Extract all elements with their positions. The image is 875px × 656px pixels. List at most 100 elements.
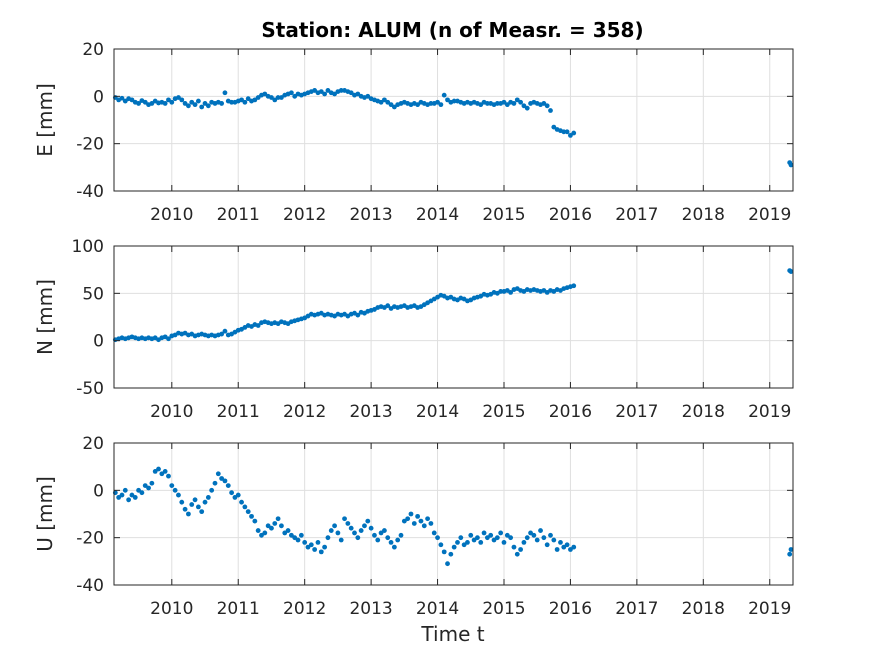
x-tick-label: 2010: [150, 599, 193, 619]
data-point: [192, 497, 198, 503]
data-point: [541, 535, 547, 541]
x-tick-label: 2018: [682, 402, 725, 422]
x-tick-label: 2015: [482, 599, 525, 619]
panel-2: 2010 2011 2012 2013 2014 2015 2016 2017 2018 2019…: [33, 237, 794, 422]
x-tick-label: 2018: [682, 205, 725, 225]
x-tick-label: 2014: [416, 599, 459, 619]
data-point: [544, 542, 550, 548]
data-point: [242, 504, 248, 510]
data-point: [421, 523, 427, 529]
data-point: [568, 547, 573, 552]
data-point: [166, 473, 171, 479]
data-point: [571, 544, 577, 550]
data-point: [528, 530, 533, 536]
data-point: [255, 323, 261, 328]
data-point: [468, 532, 474, 538]
data-point: [554, 547, 560, 552]
data-point: [391, 544, 397, 550]
data-point: [411, 521, 417, 526]
data-point: [312, 88, 318, 93]
data-point: [787, 551, 793, 557]
panel-3: 2010 2011 2012 2013 2014 2015 2016 2017 2018 2019…: [33, 434, 794, 619]
data-point: [438, 102, 444, 108]
data-point: [372, 532, 377, 538]
data-point: [302, 540, 308, 545]
data-point: [209, 487, 215, 493]
data-point: [418, 518, 424, 524]
data-point: [391, 104, 397, 110]
data-point: [521, 540, 527, 545]
axes-box: [113, 48, 794, 192]
x-tick-label: 2019: [748, 402, 791, 422]
data-point: [568, 132, 573, 138]
y-axis-label: E [mm]: [33, 83, 57, 157]
data-point: [415, 102, 421, 108]
data-point: [225, 483, 231, 488]
data-point: [142, 483, 148, 488]
data-point: [272, 521, 278, 526]
data-point: [202, 499, 208, 505]
data-point: [189, 502, 195, 507]
data-point: [318, 549, 324, 555]
x-tick-label: 2019: [748, 599, 791, 619]
data-point: [205, 495, 211, 500]
data-point: [352, 530, 357, 536]
data-point: [288, 90, 294, 96]
data-point: [176, 492, 181, 498]
data-point: [136, 487, 141, 493]
data-point: [461, 542, 467, 548]
x-tick-label: 2018: [682, 599, 725, 619]
data-point: [518, 547, 523, 552]
x-tick-label: 2016: [549, 402, 592, 422]
x-tick-label: 2017: [615, 402, 658, 422]
data-point: [195, 504, 201, 510]
data-point: [315, 540, 321, 545]
data-point: [501, 99, 507, 105]
data-point: [388, 540, 394, 545]
data-point: [388, 102, 394, 108]
y-axis-label: U [mm]: [33, 476, 57, 552]
data-point: [465, 540, 470, 545]
data-point: [166, 336, 171, 342]
data-point: [548, 532, 553, 538]
data-point: [415, 513, 421, 519]
data-point: [205, 103, 211, 109]
panel-1: 2010 2011 2012 2013 2014 2015 2016 2017 2018 2019…: [33, 40, 794, 225]
y-tick-label: 0: [93, 87, 104, 107]
data-point: [129, 97, 135, 103]
data-point: [245, 96, 251, 102]
data-point: [478, 102, 484, 108]
y-tick-label: 100: [72, 237, 104, 257]
data-point: [235, 492, 241, 498]
data-point: [398, 532, 404, 538]
data-point: [325, 88, 331, 93]
data-point: [229, 99, 235, 105]
data-point: [534, 537, 540, 543]
data-point: [292, 535, 298, 541]
data-point: [192, 102, 198, 108]
data-point: [435, 535, 440, 541]
data-point: [318, 89, 324, 94]
x-tick-label: 2014: [416, 402, 459, 422]
data-point: [169, 99, 175, 105]
data-point: [511, 101, 517, 106]
data-point: [312, 547, 318, 552]
data-point: [179, 499, 185, 505]
data-point: [186, 511, 191, 517]
data-point: [322, 544, 328, 550]
data-point: [538, 528, 543, 533]
data-point: [385, 535, 391, 541]
data-point: [348, 525, 354, 531]
data-point: [242, 99, 248, 105]
data-point: [298, 532, 304, 538]
x-tick-label: 2015: [482, 205, 525, 225]
data-point: [275, 516, 281, 522]
data-point: [222, 328, 228, 334]
data-point: [328, 528, 334, 533]
data-point: [122, 487, 128, 493]
x-tick-label: 2011: [217, 402, 260, 422]
data-point: [408, 511, 414, 517]
data-point: [176, 95, 181, 100]
data-point: [139, 490, 145, 496]
data-point: [132, 495, 138, 500]
